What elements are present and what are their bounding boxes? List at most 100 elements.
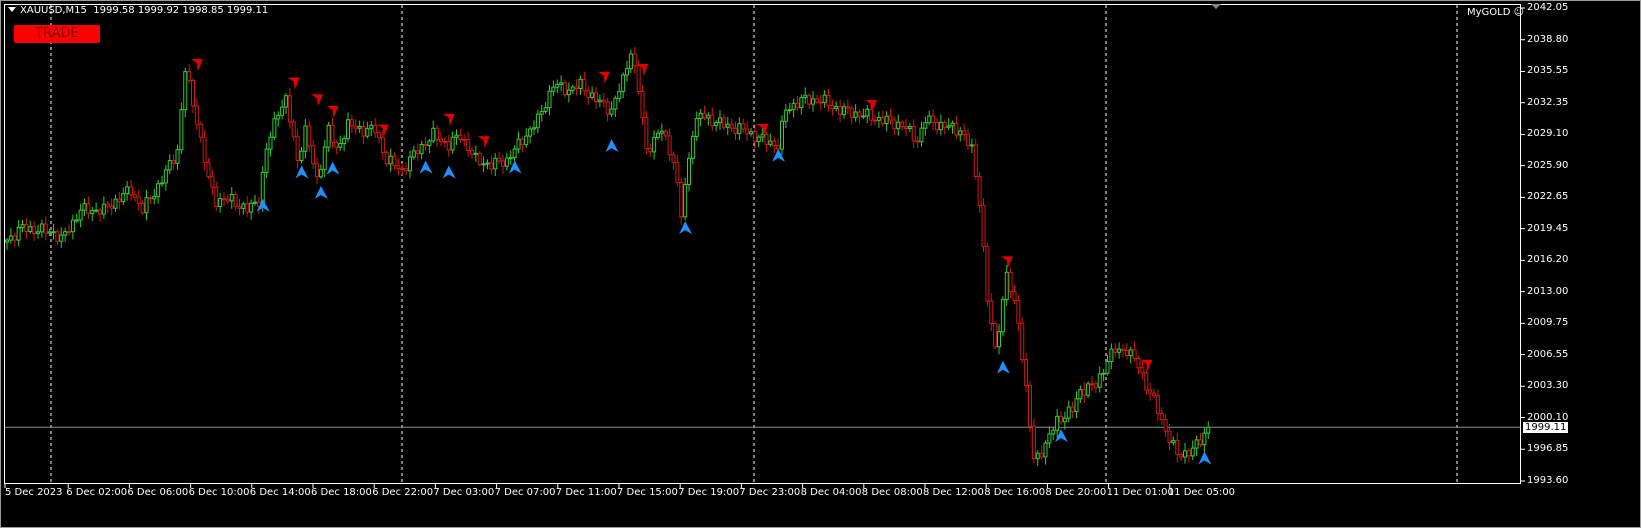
bull-candle <box>783 109 788 122</box>
bull-candle <box>179 109 184 151</box>
bear-candle <box>1020 322 1025 361</box>
bear-candle <box>55 231 60 242</box>
bull-candle <box>183 71 188 111</box>
bull-candle <box>865 108 870 117</box>
bear-candle <box>1198 439 1203 446</box>
bear-candle <box>148 197 153 200</box>
bear-candle <box>1008 271 1013 293</box>
bull-candle <box>896 121 901 130</box>
bull-candle <box>559 82 564 85</box>
bear-candle <box>702 112 707 119</box>
bull-candle <box>853 111 858 118</box>
bear-candle <box>632 53 637 67</box>
dropdown-triangle-icon[interactable] <box>8 7 16 12</box>
bull-candle <box>299 150 304 161</box>
bull-candle <box>1190 447 1195 457</box>
bull-candle <box>803 94 808 98</box>
indicator-name: MyGOLD <box>1467 7 1511 18</box>
buy-arrow-icon <box>1055 429 1068 443</box>
bear-candle <box>892 119 897 130</box>
bear-candle <box>721 117 726 128</box>
buy-arrow-icon <box>442 165 456 179</box>
bull-candle <box>718 117 722 124</box>
bull-candle <box>493 157 498 170</box>
plot-area[interactable] <box>4 4 1521 484</box>
time-label: 7 Dec 19:00 <box>678 487 740 498</box>
price-label: 2013.00 <box>1527 285 1569 297</box>
time-label: 7 Dec 07:00 <box>494 487 556 498</box>
bear-candle <box>225 198 230 202</box>
bear-candle <box>1159 412 1164 421</box>
bull-candle <box>59 234 64 242</box>
bear-candle <box>900 121 905 128</box>
bear-candle <box>446 141 451 151</box>
time-label: 8 Dec 12:00 <box>923 487 984 498</box>
bull-candle <box>36 231 40 234</box>
bull-candle <box>90 210 95 214</box>
bull-candle <box>725 123 730 128</box>
bull-candle <box>322 146 327 170</box>
bull-candle <box>861 115 866 118</box>
bear-candle <box>466 139 471 151</box>
bull-candle <box>756 136 761 143</box>
sell-arrow-icon <box>1000 256 1013 269</box>
bear-candle <box>330 124 335 143</box>
bull-candle <box>144 197 149 214</box>
sell-arrow-icon <box>442 113 455 126</box>
bear-candle <box>601 99 606 103</box>
bear-candle <box>1186 450 1191 457</box>
bear-candle <box>129 186 133 196</box>
time-label: 6 Dec 22:00 <box>372 487 434 498</box>
time-label: 6 Dec 06:00 <box>127 487 189 498</box>
bull-candle <box>1101 372 1106 375</box>
bear-candle <box>663 130 668 137</box>
bull-candle <box>714 122 719 126</box>
price-label: 2016.20 <box>1527 254 1569 266</box>
bear-candle <box>772 140 777 147</box>
bear-candle <box>915 140 920 143</box>
bull-candle <box>539 111 544 115</box>
bid-price-label: 1999.11 <box>1523 422 1569 434</box>
bull-candle <box>39 223 44 233</box>
bear-candle <box>1082 389 1087 396</box>
bull-candle <box>473 152 478 155</box>
time-label: 11 Dec 05:00 <box>1167 487 1236 498</box>
bear-candle <box>931 115 936 123</box>
bull-candle <box>524 135 529 146</box>
bull-candle <box>1047 433 1052 444</box>
bear-candle <box>985 245 990 302</box>
bear-candle <box>404 168 409 172</box>
bear-candle <box>671 154 676 164</box>
bear-candle <box>1124 349 1129 356</box>
bear-candle <box>334 141 339 148</box>
bull-candle <box>125 186 130 195</box>
bear-candle <box>214 186 219 208</box>
buy-arrow-icon <box>326 161 340 175</box>
bull-candle <box>28 226 33 233</box>
bear-candle <box>1132 349 1137 359</box>
bull-candle <box>516 138 521 150</box>
trade-button[interactable]: TRADE <box>14 25 100 43</box>
bear-candle <box>1024 359 1029 386</box>
bull-candle <box>94 209 99 212</box>
buy-arrow-icon <box>295 165 309 179</box>
bull-candle <box>1194 439 1199 449</box>
bear-candle <box>86 203 91 214</box>
bear-candle <box>675 162 680 184</box>
bull-candle <box>799 96 804 109</box>
price-label: 1996.85 <box>1527 443 1569 455</box>
bull-candle <box>907 126 912 130</box>
bull-candle <box>1202 432 1207 446</box>
bear-candle <box>741 123 746 130</box>
bull-candle <box>884 115 889 125</box>
time-label: 7 Dec 23:00 <box>739 487 801 498</box>
bull-candle <box>760 134 765 138</box>
bear-candle <box>384 152 389 165</box>
bear-candle <box>752 131 757 143</box>
bull-candle <box>698 112 703 120</box>
bear-candle <box>210 176 215 188</box>
bull-candle <box>578 78 583 90</box>
bear-candle <box>415 150 420 155</box>
buy-arrow-icon <box>1198 451 1212 465</box>
